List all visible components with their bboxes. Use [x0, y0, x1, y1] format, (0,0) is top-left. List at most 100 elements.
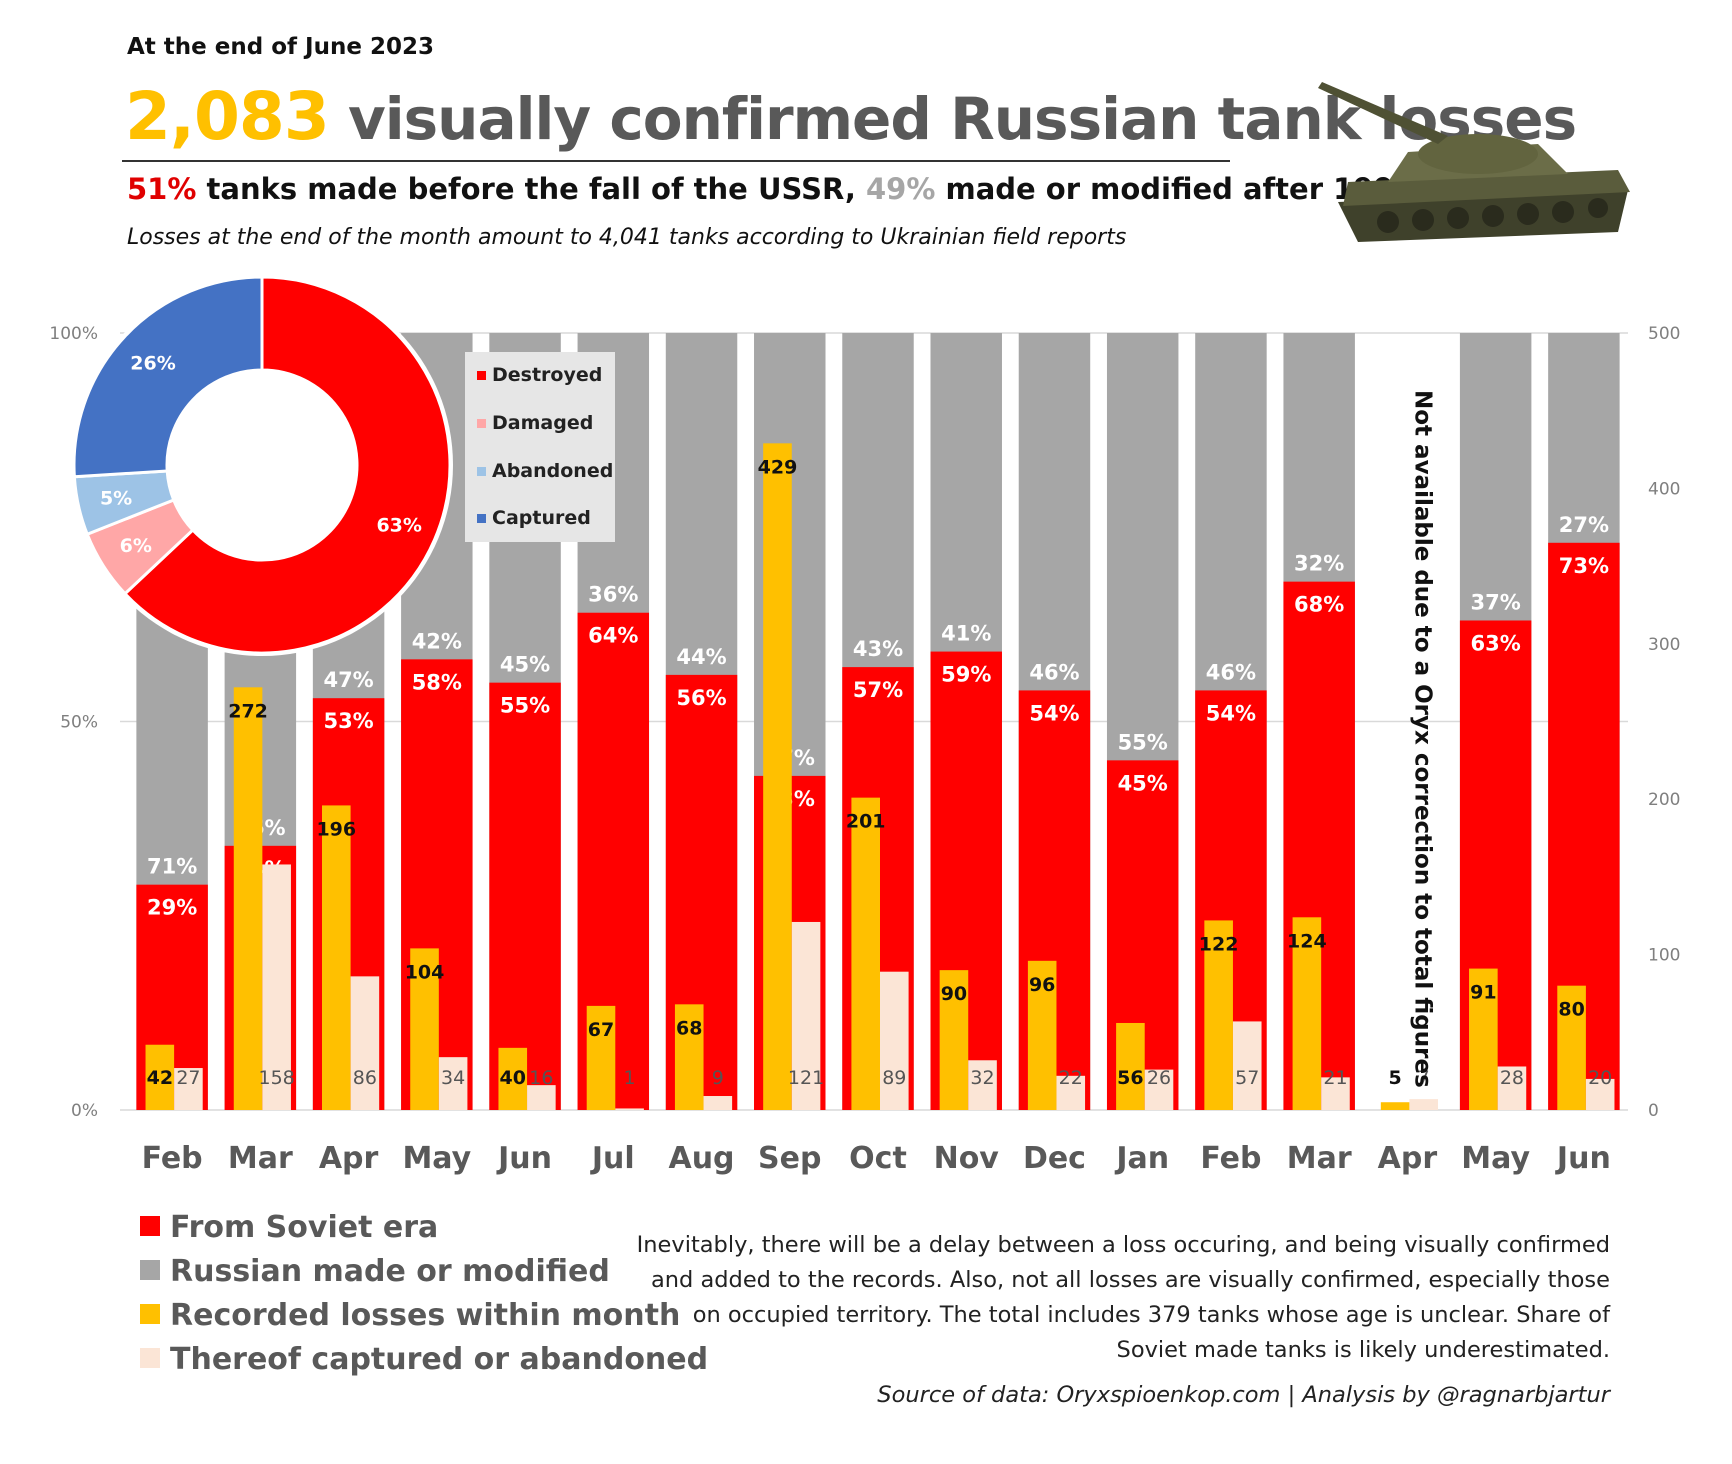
damaged-swatch — [477, 419, 486, 428]
recorded-bar — [233, 687, 263, 1110]
soviet-pct-label: 73% — [1559, 554, 1609, 578]
captured-bar — [438, 1057, 468, 1110]
captured-abandoned-swatch — [140, 1347, 160, 1368]
captured-value-label: 9 — [712, 1067, 724, 1089]
recorded-bar — [763, 443, 792, 1111]
captured-bar — [1321, 1077, 1350, 1110]
y-right-tick-label: 300 — [1648, 635, 1680, 655]
russian-pct-label: 47% — [323, 668, 373, 692]
russian-pct-label: 36% — [588, 583, 638, 607]
recorded-bar — [1204, 920, 1233, 1110]
donut-pct-label: 5% — [100, 488, 132, 510]
soviet-pct-label: 57% — [853, 678, 903, 702]
soviet-pct-label: 54% — [1029, 701, 1079, 725]
recorded-bar — [1380, 1102, 1410, 1110]
russian-pct-label: 71% — [147, 855, 197, 879]
soviet-pct-label: 56% — [676, 686, 726, 710]
captured-value-label: 16 — [529, 1067, 553, 1089]
russian-pct-label: 43% — [853, 637, 903, 661]
recorded-bar — [410, 948, 439, 1110]
legend-abandoned-label: Abandoned — [492, 460, 614, 482]
soviet-pct-label: 29% — [147, 896, 197, 920]
captured-bar — [703, 1096, 733, 1110]
x-category-label: Jun — [1555, 1141, 1611, 1176]
captured-bar — [262, 864, 291, 1110]
recorded-swatch — [140, 1303, 160, 1324]
donut-pct-label: 26% — [130, 353, 175, 375]
main-chart: 0%50%100%010020030040050071%29%4227Feb66… — [49, 275, 1681, 1176]
recorded-value-label: 80 — [1558, 999, 1584, 1021]
donut-slice-destroyed — [122, 275, 452, 655]
legend-russian-label: Russian made or modified — [170, 1254, 610, 1289]
legend-soviet-label: From Soviet era — [170, 1210, 439, 1245]
recorded-value-label: 5 — [1389, 1067, 1402, 1089]
captured-value-label: 27 — [176, 1067, 200, 1089]
y-left-tick-label: 50% — [60, 713, 98, 733]
captured-bar — [791, 921, 821, 1110]
recorded-value-label: 90 — [941, 983, 967, 1005]
legend-recorded: Recorded losses within month — [140, 1298, 708, 1342]
soviet-bar — [489, 682, 561, 1110]
recorded-value-label: 91 — [1470, 982, 1496, 1004]
donut-pct-label: 63% — [376, 514, 421, 536]
legend-damaged-label: Damaged — [492, 412, 594, 434]
subhead: 51% tanks made before the fall of the US… — [127, 172, 1414, 206]
soviet-pct-label: 53% — [323, 709, 373, 733]
subhead-text-2: made or modified after 1991 — [945, 172, 1414, 206]
recorded-value-label: 68 — [676, 1017, 702, 1039]
recorded-value-label: 201 — [846, 811, 886, 833]
recorded-bar — [1292, 917, 1322, 1110]
x-category-label: Oct — [849, 1141, 907, 1176]
legend-damaged: Damaged — [477, 412, 593, 434]
captured-value-label: 57 — [1235, 1067, 1259, 1089]
captured-bar — [615, 1108, 644, 1110]
captured-bar — [1497, 1066, 1527, 1110]
legend-abandoned: Abandoned — [477, 460, 613, 482]
captured-value-label: 121 — [788, 1067, 824, 1089]
russian-pct-label: 44% — [676, 645, 726, 669]
y-right-tick-label: 0 — [1648, 1101, 1659, 1121]
captured-bar — [1056, 1075, 1086, 1110]
tank-illustration — [1318, 82, 1630, 242]
russian-pct-label: 37% — [1471, 590, 1521, 614]
legend-russian: Russian made or modified — [140, 1254, 708, 1298]
x-category-label: Aug — [668, 1141, 734, 1176]
recorded-bar — [322, 805, 351, 1110]
russian-pct-label: 27% — [1559, 513, 1609, 537]
soviet-pct-label: 68% — [1294, 593, 1344, 617]
recorded-bar — [145, 1044, 175, 1110]
soviet-pct-label: 59% — [941, 663, 991, 687]
captured-value-label: 34 — [441, 1067, 465, 1089]
headline-number: 2,083 — [125, 78, 330, 155]
recorded-value-label: 124 — [1287, 930, 1327, 952]
recorded-value-label: 104 — [405, 961, 445, 983]
legend-captured-abandoned-label: Thereof captured or abandoned — [170, 1342, 709, 1377]
source-line: Source of data: Oryxspioenkop.com | Anal… — [877, 1382, 1610, 1408]
legend-destroyed-label: Destroyed — [492, 364, 603, 386]
recorded-bar — [1469, 968, 1498, 1110]
recorded-value-label: 122 — [1199, 933, 1239, 955]
donut-slice-captured — [72, 275, 264, 479]
subhead-soviet-pct: 51% — [127, 172, 197, 206]
soviet-pct-label: 58% — [412, 670, 462, 694]
russian-pct-label: 32% — [1294, 552, 1344, 576]
y-right-tick-label: 400 — [1648, 479, 1680, 499]
legend-captured-abandoned: Thereof captured or abandoned — [140, 1342, 708, 1386]
legend-soviet: From Soviet era — [140, 1210, 708, 1254]
russian-pct-label: 46% — [1206, 660, 1256, 684]
recorded-bar — [586, 1005, 616, 1110]
captured-bar — [174, 1068, 203, 1110]
x-category-label: Dec — [1023, 1141, 1086, 1176]
y-right-tick-label: 200 — [1648, 790, 1680, 810]
soviet-pct-label: 45% — [1118, 771, 1168, 795]
soviet-pct-label: 55% — [500, 694, 550, 718]
x-category-label: May — [402, 1141, 471, 1176]
captured-bar — [350, 976, 380, 1110]
recorded-value-label: 40 — [500, 1067, 526, 1089]
recorded-bar — [939, 970, 969, 1110]
recorded-value-label: 96 — [1029, 974, 1055, 996]
x-category-label: Jul — [590, 1141, 635, 1176]
legend-captured-label: Captured — [492, 507, 591, 529]
y-left-tick-label: 100% — [49, 324, 98, 344]
not-available-annotation: Not available due to a Oryx correction t… — [1409, 390, 1435, 1088]
